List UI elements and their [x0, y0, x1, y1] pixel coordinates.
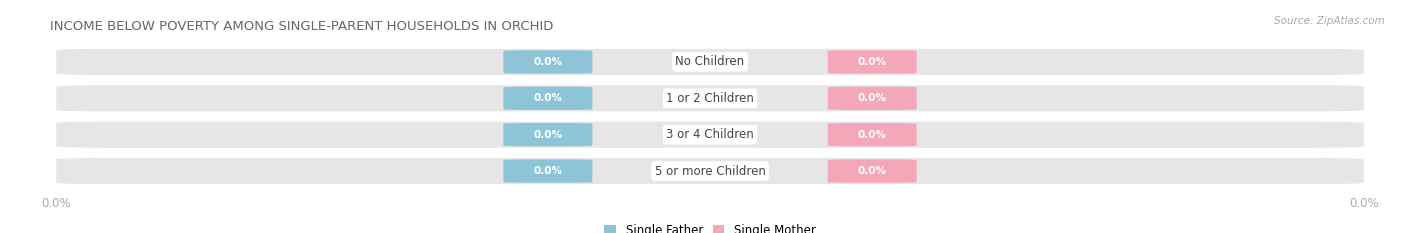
- Text: 0.0%: 0.0%: [533, 130, 562, 140]
- FancyBboxPatch shape: [56, 49, 1364, 75]
- FancyBboxPatch shape: [828, 87, 917, 110]
- FancyBboxPatch shape: [503, 159, 592, 183]
- Text: 5 or more Children: 5 or more Children: [655, 164, 765, 178]
- Text: 0.0%: 0.0%: [858, 130, 887, 140]
- Text: INCOME BELOW POVERTY AMONG SINGLE-PARENT HOUSEHOLDS IN ORCHID: INCOME BELOW POVERTY AMONG SINGLE-PARENT…: [49, 20, 553, 33]
- Text: No Children: No Children: [675, 55, 745, 69]
- Legend: Single Father, Single Mother: Single Father, Single Mother: [605, 224, 815, 233]
- FancyBboxPatch shape: [503, 50, 592, 74]
- Text: 0.0%: 0.0%: [858, 166, 887, 176]
- FancyBboxPatch shape: [828, 159, 917, 183]
- Text: 0.0%: 0.0%: [533, 166, 562, 176]
- Text: 3 or 4 Children: 3 or 4 Children: [666, 128, 754, 141]
- Text: 0.0%: 0.0%: [858, 93, 887, 103]
- FancyBboxPatch shape: [56, 158, 1364, 184]
- Text: 1 or 2 Children: 1 or 2 Children: [666, 92, 754, 105]
- FancyBboxPatch shape: [503, 87, 592, 110]
- Text: 0.0%: 0.0%: [533, 93, 562, 103]
- Text: 0.0%: 0.0%: [533, 57, 562, 67]
- FancyBboxPatch shape: [828, 123, 917, 146]
- Text: 0.0%: 0.0%: [858, 57, 887, 67]
- Text: Source: ZipAtlas.com: Source: ZipAtlas.com: [1274, 16, 1385, 26]
- FancyBboxPatch shape: [56, 85, 1364, 111]
- FancyBboxPatch shape: [828, 50, 917, 74]
- FancyBboxPatch shape: [56, 122, 1364, 148]
- FancyBboxPatch shape: [503, 123, 592, 146]
